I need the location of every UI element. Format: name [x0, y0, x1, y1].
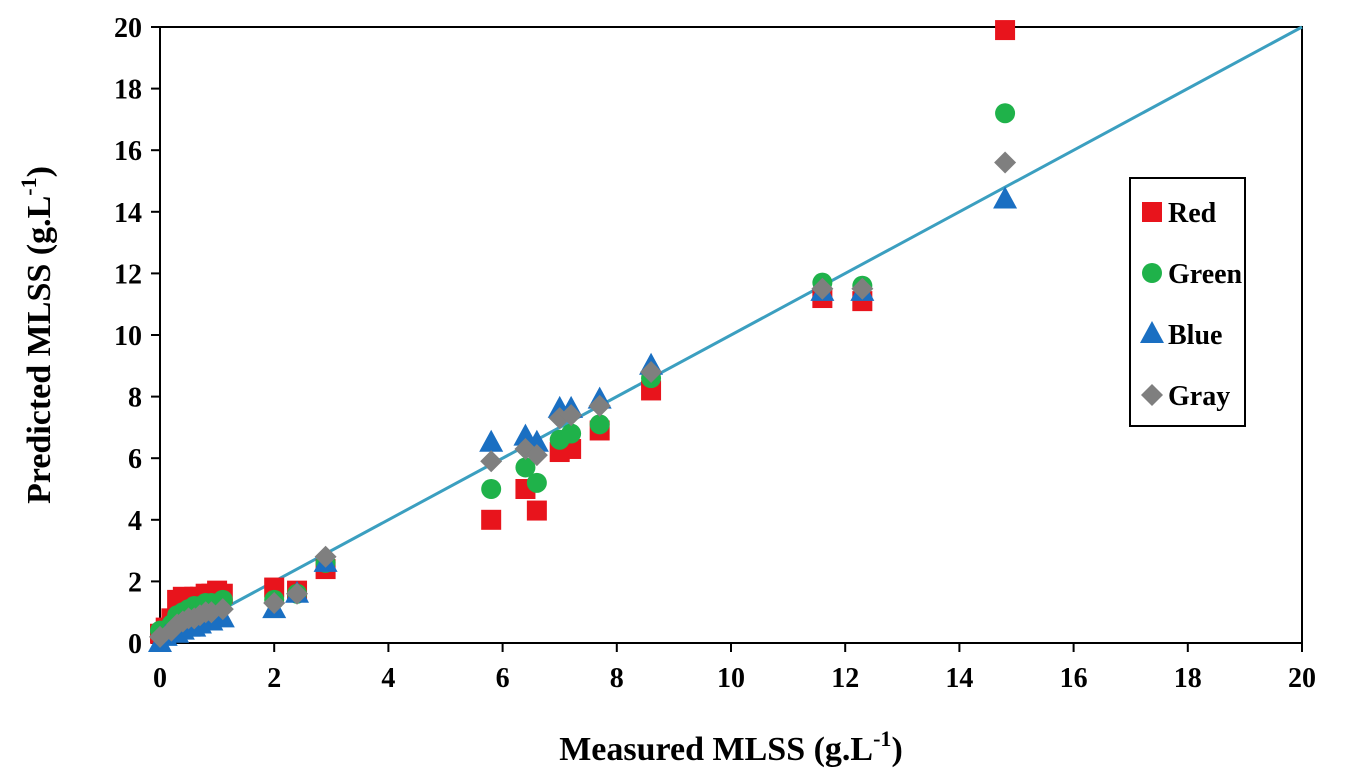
- point-green: [481, 479, 502, 499]
- y-tick-label: 2: [128, 567, 142, 598]
- legend-label-blue: Blue: [1168, 320, 1222, 351]
- x-tick-label: 16: [1060, 663, 1088, 694]
- legend: Red Green Blue Gray: [1129, 177, 1246, 427]
- point-gray: [286, 582, 309, 605]
- y-tick-label: 6: [128, 444, 142, 475]
- point-gray: [525, 444, 548, 467]
- series-gray: [149, 151, 1017, 648]
- legend-label-red: Red: [1168, 198, 1217, 229]
- y-tick-label: 8: [128, 383, 142, 414]
- x-axis-title-close: ): [891, 731, 902, 768]
- point-green: [515, 457, 536, 478]
- x-tick-label: 10: [717, 663, 745, 694]
- x-tick-label: 8: [610, 663, 624, 694]
- y-axis-title-superscript: -1: [16, 177, 41, 195]
- point-gray: [211, 598, 234, 621]
- point-gray: [994, 151, 1017, 174]
- y-tick-label: 20: [114, 13, 142, 44]
- point-gray: [851, 277, 874, 300]
- x-tick-label: 12: [831, 663, 859, 694]
- point-gray: [314, 545, 337, 568]
- point-red: [526, 500, 547, 521]
- point-gray: [811, 277, 834, 300]
- legend-marker-blue: [1140, 321, 1164, 343]
- x-tick-label: 6: [496, 663, 510, 694]
- point-blue: [993, 186, 1018, 209]
- y-tick-label: 0: [128, 629, 142, 660]
- x-tick-label: 0: [153, 663, 167, 694]
- y-tick-label: 10: [114, 321, 142, 352]
- point-gray: [560, 404, 583, 427]
- point-green: [526, 472, 547, 493]
- y-tick-label: 14: [114, 198, 142, 229]
- point-green: [589, 414, 610, 435]
- x-axis-title-text: Measured MLSS (g.L: [559, 731, 873, 768]
- data-points-layer: [148, 20, 1018, 652]
- point-gray: [480, 450, 503, 473]
- point-green: [561, 423, 582, 444]
- y-tick-label: 12: [114, 259, 142, 290]
- point-gray: [640, 360, 663, 383]
- x-axis-title-superscript: -1: [873, 726, 891, 751]
- y-axis-title-close: ): [21, 166, 58, 177]
- point-red: [481, 509, 502, 530]
- point-gray: [263, 591, 286, 614]
- legend-label-green: Green: [1168, 259, 1243, 290]
- legend-items: Red Green Blue Gray: [1140, 198, 1243, 412]
- x-tick-label: 14: [945, 663, 973, 694]
- y-tick-label: 4: [128, 506, 142, 537]
- legend-label-gray: Gray: [1168, 381, 1230, 412]
- y-axis-title-text: Predicted MLSS (g.L: [21, 196, 58, 504]
- y-axis-title: Predicted MLSS (g.L-1): [16, 166, 58, 504]
- legend-marker-gray: [1141, 384, 1163, 406]
- x-axis-title: Measured MLSS (g.L-1): [559, 726, 903, 768]
- x-tick-label: 4: [381, 663, 395, 694]
- legend-marker-red: [1142, 202, 1162, 222]
- legend-marker-green: [1142, 263, 1162, 283]
- reference-line-layer: [159, 25, 1303, 645]
- point-gray: [588, 394, 611, 417]
- y-tick-label: 18: [114, 75, 142, 106]
- reference-line: [159, 25, 1303, 645]
- y-tick-label: 16: [114, 136, 142, 167]
- ticks-layer: 0 2 4 6 8 10 12 14 16 18 20 0 2 4 6 8 10 12 14 16 18 20: [114, 13, 1316, 694]
- point-green: [995, 103, 1016, 124]
- x-tick-label: 2: [267, 663, 281, 694]
- point-red: [995, 20, 1016, 41]
- point-blue: [479, 429, 504, 452]
- x-tick-label: 20: [1288, 663, 1316, 694]
- x-tick-label: 18: [1174, 663, 1202, 694]
